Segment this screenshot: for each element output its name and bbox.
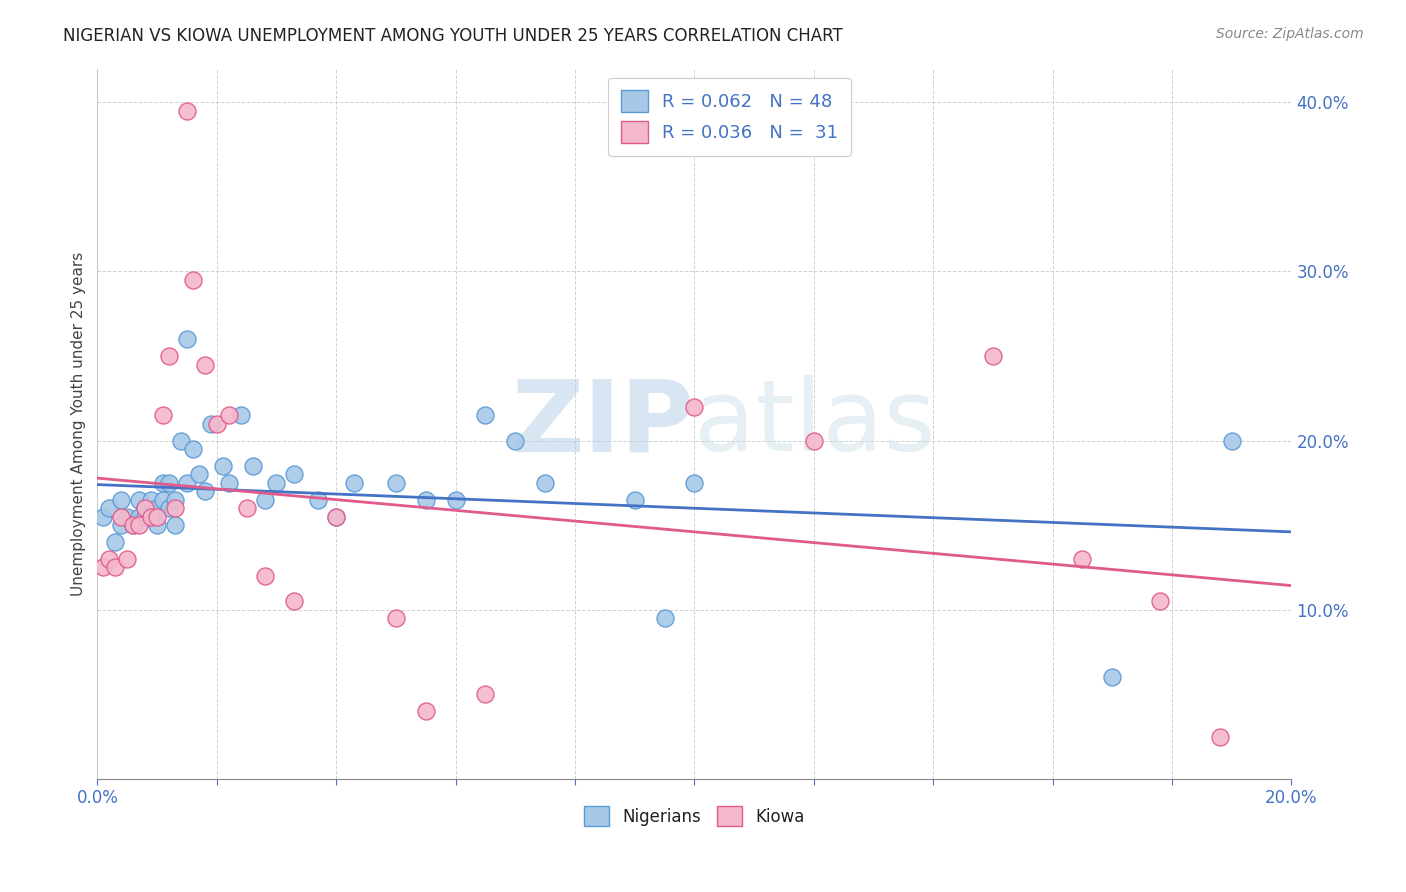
Point [128, 492, 150, 507]
Y-axis label: Unemployment Among Youth under 25 years: Unemployment Among Youth under 25 years [72, 252, 86, 596]
Text: Source: ZipAtlas.com: Source: ZipAtlas.com [1216, 27, 1364, 41]
Point [981, 349, 1004, 363]
Point [218, 475, 240, 490]
Point [157, 501, 180, 516]
Point [474, 687, 496, 701]
Point [266, 475, 288, 490]
Point [152, 409, 174, 423]
Point [157, 349, 180, 363]
Point [325, 509, 347, 524]
Point [110, 509, 132, 524]
Point [187, 467, 209, 482]
Point [343, 475, 366, 490]
Point [205, 417, 228, 431]
Point [623, 492, 645, 507]
Point [1101, 670, 1123, 684]
Point [415, 704, 437, 718]
Point [181, 273, 204, 287]
Point [444, 492, 467, 507]
Point [152, 475, 174, 490]
Point [181, 442, 204, 456]
Point [128, 509, 150, 524]
Point [98, 552, 121, 566]
Point [200, 417, 222, 431]
Point [1209, 730, 1232, 744]
Point [1220, 434, 1243, 448]
Point [146, 509, 169, 524]
Point [91, 560, 114, 574]
Point [474, 409, 496, 423]
Point [283, 594, 305, 608]
Point [104, 560, 127, 574]
Point [146, 501, 169, 516]
Point [110, 518, 132, 533]
Point [163, 501, 186, 516]
Point [115, 509, 138, 524]
Point [152, 492, 174, 507]
Point [1149, 594, 1171, 608]
Point [683, 475, 706, 490]
Point [134, 501, 156, 516]
Point [176, 332, 198, 346]
Legend: Nigerians, Kiowa: Nigerians, Kiowa [575, 797, 814, 835]
Point [122, 518, 145, 533]
Point [134, 509, 156, 524]
Point [325, 509, 347, 524]
Point [163, 518, 186, 533]
Point [229, 409, 252, 423]
Point [115, 552, 138, 566]
Point [194, 358, 217, 372]
Point [534, 475, 557, 490]
Point [211, 458, 233, 473]
Point [163, 492, 186, 507]
Point [1071, 552, 1094, 566]
Point [683, 400, 706, 414]
Point [157, 475, 180, 490]
Point [139, 509, 162, 524]
Point [253, 492, 276, 507]
Point [176, 103, 198, 118]
Text: atlas: atlas [695, 376, 936, 472]
Point [283, 467, 305, 482]
Point [139, 492, 162, 507]
Point [98, 501, 121, 516]
Point [503, 434, 526, 448]
Point [128, 518, 150, 533]
Point [235, 501, 257, 516]
Text: ZIP: ZIP [512, 376, 695, 472]
Point [307, 492, 329, 507]
Point [803, 434, 825, 448]
Point [104, 535, 127, 549]
Point [170, 434, 193, 448]
Point [385, 611, 408, 625]
Text: NIGERIAN VS KIOWA UNEMPLOYMENT AMONG YOUTH UNDER 25 YEARS CORRELATION CHART: NIGERIAN VS KIOWA UNEMPLOYMENT AMONG YOU… [63, 27, 844, 45]
Point [176, 475, 198, 490]
Point [194, 484, 217, 499]
Point [415, 492, 437, 507]
Point [122, 518, 145, 533]
Point [242, 458, 264, 473]
Point [110, 492, 132, 507]
Point [134, 501, 156, 516]
Point [253, 569, 276, 583]
Point [218, 409, 240, 423]
Point [146, 518, 169, 533]
Point [91, 509, 114, 524]
Point [385, 475, 408, 490]
Point [654, 611, 676, 625]
